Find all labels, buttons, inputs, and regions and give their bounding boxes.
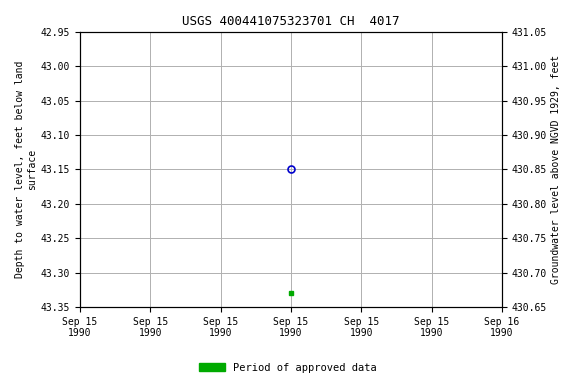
Title: USGS 400441075323701 CH  4017: USGS 400441075323701 CH 4017: [182, 15, 400, 28]
Legend: Period of approved data: Period of approved data: [195, 359, 381, 377]
Y-axis label: Depth to water level, feet below land
surface: Depth to water level, feet below land su…: [15, 61, 37, 278]
Y-axis label: Groundwater level above NGVD 1929, feet: Groundwater level above NGVD 1929, feet: [551, 55, 561, 284]
